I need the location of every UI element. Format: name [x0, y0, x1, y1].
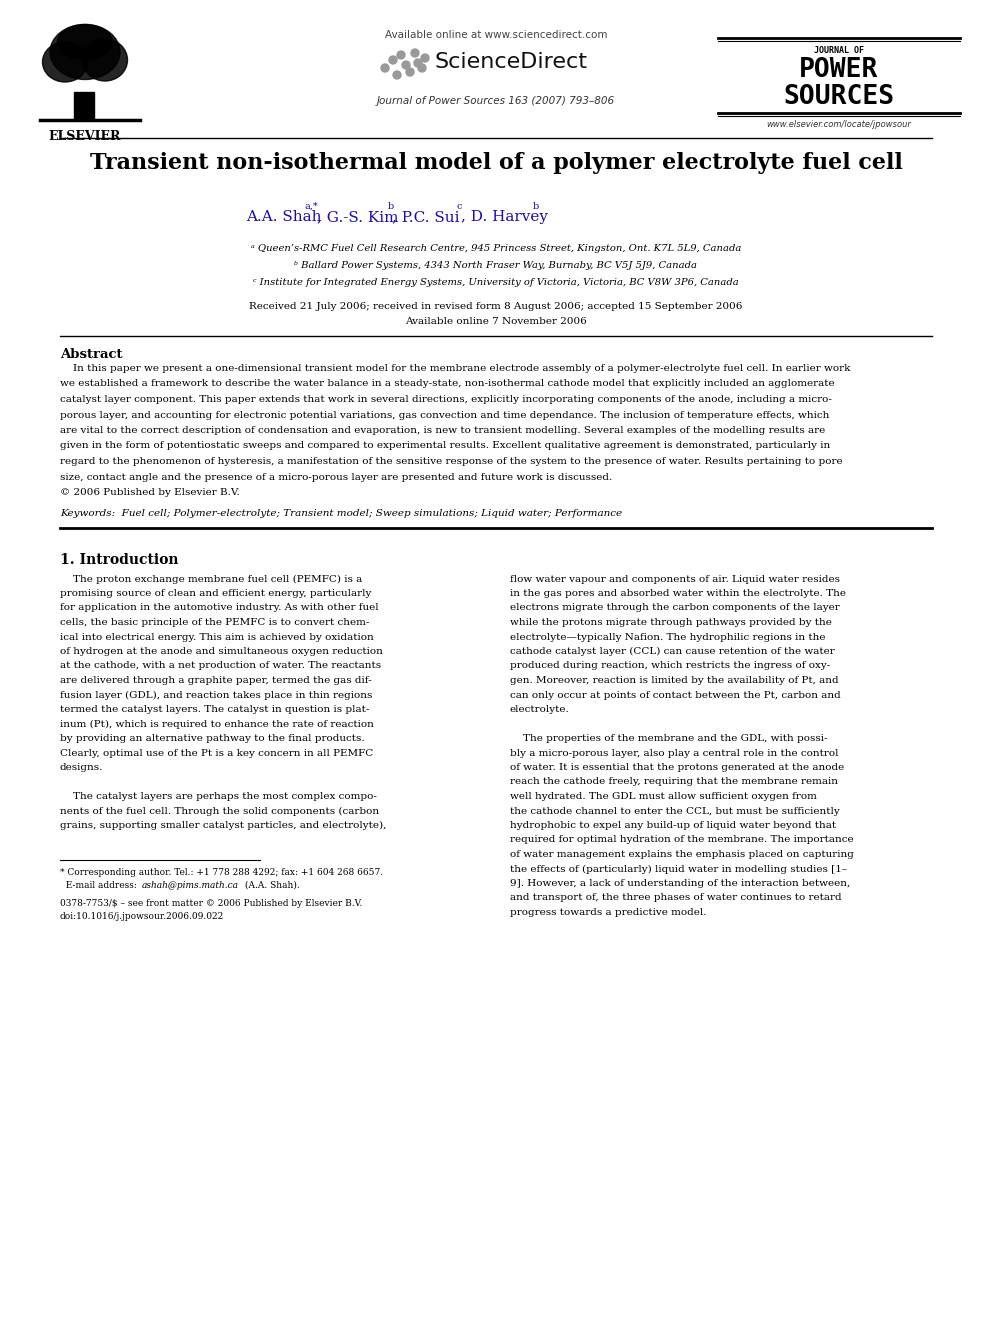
Text: Keywords:  Fuel cell; Polymer-electrolyte; Transient model; Sweep simulations; L: Keywords: Fuel cell; Polymer-electrolyte… [60, 509, 622, 519]
Text: b: b [533, 202, 539, 210]
Text: electrolyte—typically Nafion. The hydrophilic regions in the: electrolyte—typically Nafion. The hydrop… [510, 632, 825, 642]
Text: , D. Harvey: , D. Harvey [461, 210, 548, 224]
Text: required for optimal hydration of the membrane. The importance: required for optimal hydration of the me… [510, 836, 854, 844]
Text: The catalyst layers are perhaps the most complex compo-: The catalyst layers are perhaps the most… [60, 792, 377, 800]
Text: of water. It is essential that the protons generated at the anode: of water. It is essential that the proto… [510, 763, 844, 773]
Text: the effects of (particularly) liquid water in modelling studies [1–: the effects of (particularly) liquid wat… [510, 864, 847, 873]
Circle shape [389, 56, 397, 64]
Ellipse shape [58, 25, 112, 60]
Text: for application in the automotive industry. As with other fuel: for application in the automotive indust… [60, 603, 379, 613]
Circle shape [397, 52, 405, 60]
Text: Transient non-isothermal model of a polymer electrolyte fuel cell: Transient non-isothermal model of a poly… [89, 152, 903, 175]
Text: Journal of Power Sources 163 (2007) 793–806: Journal of Power Sources 163 (2007) 793–… [377, 97, 615, 106]
Text: are vital to the correct description of condensation and evaporation, is new to : are vital to the correct description of … [60, 426, 825, 435]
Text: given in the form of potentiostatic sweeps and compared to experimental results.: given in the form of potentiostatic swee… [60, 442, 830, 451]
Text: electrons migrate through the carbon components of the layer: electrons migrate through the carbon com… [510, 603, 840, 613]
Text: , G.-S. Kim: , G.-S. Kim [316, 210, 398, 224]
Circle shape [418, 64, 426, 71]
Text: in the gas pores and absorbed water within the electrolyte. The: in the gas pores and absorbed water with… [510, 589, 846, 598]
Text: * Corresponding author. Tel.: +1 778 288 4292; fax: +1 604 268 6657.: * Corresponding author. Tel.: +1 778 288… [60, 868, 383, 877]
Text: Abstract: Abstract [60, 348, 122, 361]
Text: cathode catalyst layer (CCL) can cause retention of the water: cathode catalyst layer (CCL) can cause r… [510, 647, 834, 656]
Text: 9]. However, a lack of understanding of the interaction between,: 9]. However, a lack of understanding of … [510, 878, 850, 888]
Text: SOURCES: SOURCES [784, 83, 895, 110]
Text: gen. Moreover, reaction is limited by the availability of Pt, and: gen. Moreover, reaction is limited by th… [510, 676, 838, 685]
Text: 0378-7753/$ – see front matter © 2006 Published by Elsevier B.V.: 0378-7753/$ – see front matter © 2006 Pu… [60, 900, 362, 908]
Text: E-mail address:: E-mail address: [60, 881, 140, 890]
Ellipse shape [50, 25, 120, 79]
Text: JOURNAL OF: JOURNAL OF [814, 46, 864, 56]
Text: reach the cathode freely, requiring that the membrane remain: reach the cathode freely, requiring that… [510, 778, 838, 786]
Text: while the protons migrate through pathways provided by the: while the protons migrate through pathwa… [510, 618, 832, 627]
Text: we established a framework to describe the water balance in a steady-state, non-: we established a framework to describe t… [60, 380, 834, 389]
Text: The proton exchange membrane fuel cell (PEMFC) is a: The proton exchange membrane fuel cell (… [60, 574, 362, 583]
Circle shape [393, 71, 401, 79]
Text: A.A. Shah: A.A. Shah [246, 210, 321, 224]
Text: a,*: a,* [305, 202, 318, 210]
Text: at the cathode, with a net production of water. The reactants: at the cathode, with a net production of… [60, 662, 381, 671]
Text: promising source of clean and efficient energy, particularly: promising source of clean and efficient … [60, 589, 371, 598]
Text: the cathode channel to enter the CCL, but must be sufficiently: the cathode channel to enter the CCL, bu… [510, 807, 840, 815]
Text: electrolyte.: electrolyte. [510, 705, 569, 714]
Text: flow water vapour and components of air. Liquid water resides: flow water vapour and components of air.… [510, 574, 840, 583]
Text: well hydrated. The GDL must allow sufficient oxygen from: well hydrated. The GDL must allow suffic… [510, 792, 816, 800]
Circle shape [414, 60, 422, 67]
Text: nents of the fuel cell. Through the solid components (carbon: nents of the fuel cell. Through the soli… [60, 807, 379, 815]
Text: catalyst layer component. This paper extends that work in several directions, ex: catalyst layer component. This paper ext… [60, 396, 832, 404]
Text: hydrophobic to expel any build-up of liquid water beyond that: hydrophobic to expel any build-up of liq… [510, 822, 836, 830]
Text: 1. Introduction: 1. Introduction [60, 553, 179, 566]
Text: can only occur at points of contact between the Pt, carbon and: can only occur at points of contact betw… [510, 691, 841, 700]
Text: ᵇ Ballard Power Systems, 4343 North Fraser Way, Burnaby, BC V5J 5J9, Canada: ᵇ Ballard Power Systems, 4343 North Fras… [295, 261, 697, 270]
Text: by providing an alternative pathway to the final products.: by providing an alternative pathway to t… [60, 734, 365, 744]
Ellipse shape [43, 42, 87, 82]
Text: doi:10.1016/j.jpowsour.2006.09.022: doi:10.1016/j.jpowsour.2006.09.022 [60, 912, 224, 921]
Text: designs.: designs. [60, 763, 103, 773]
Text: ELSEVIER: ELSEVIER [49, 130, 121, 143]
Text: (A.A. Shah).: (A.A. Shah). [242, 881, 300, 890]
Circle shape [411, 49, 419, 57]
Text: © 2006 Published by Elsevier B.V.: © 2006 Published by Elsevier B.V. [60, 488, 240, 497]
Text: grains, supporting smaller catalyst particles, and electrolyte),: grains, supporting smaller catalyst part… [60, 822, 386, 830]
Text: regard to the phenomenon of hysteresis, a manifestation of the sensitive respons: regard to the phenomenon of hysteresis, … [60, 456, 842, 466]
Text: ScienceDirect: ScienceDirect [435, 52, 588, 71]
Text: fusion layer (GDL), and reaction takes place in thin regions: fusion layer (GDL), and reaction takes p… [60, 691, 372, 700]
Bar [74, 93, 94, 120]
Text: porous layer, and accounting for electronic potential variations, gas convection: porous layer, and accounting for electro… [60, 410, 829, 419]
Text: progress towards a predictive model.: progress towards a predictive model. [510, 908, 706, 917]
Circle shape [406, 67, 414, 75]
Circle shape [421, 54, 429, 62]
Text: ashah@pims.math.ca: ashah@pims.math.ca [142, 881, 239, 890]
Text: Available online 7 November 2006: Available online 7 November 2006 [405, 318, 587, 325]
Text: c: c [457, 202, 462, 210]
Text: ical into electrical energy. This aim is achieved by oxidation: ical into electrical energy. This aim is… [60, 632, 374, 642]
Text: are delivered through a graphite paper, termed the gas dif-: are delivered through a graphite paper, … [60, 676, 372, 685]
Text: bly a micro-porous layer, also play a central role in the control: bly a micro-porous layer, also play a ce… [510, 749, 838, 758]
Ellipse shape [82, 38, 128, 81]
Text: In this paper we present a one-dimensional transient model for the membrane elec: In this paper we present a one-dimension… [60, 364, 850, 373]
Text: Clearly, optimal use of the Pt is a key concern in all PEMFC: Clearly, optimal use of the Pt is a key … [60, 749, 373, 758]
Text: and transport of, the three phases of water continues to retard: and transport of, the three phases of wa… [510, 893, 841, 902]
Text: inum (Pt), which is required to enhance the rate of reaction: inum (Pt), which is required to enhance … [60, 720, 374, 729]
Text: size, contact angle and the presence of a micro-porous layer are presented and f: size, contact angle and the presence of … [60, 472, 612, 482]
Text: produced during reaction, which restricts the ingress of oxy-: produced during reaction, which restrict… [510, 662, 830, 671]
Text: termed the catalyst layers. The catalyst in question is plat-: termed the catalyst layers. The catalyst… [60, 705, 369, 714]
Text: of hydrogen at the anode and simultaneous oxygen reduction: of hydrogen at the anode and simultaneou… [60, 647, 383, 656]
Circle shape [402, 61, 410, 69]
Text: , P.C. Sui: , P.C. Sui [392, 210, 459, 224]
Text: b: b [388, 202, 394, 210]
Text: www.elsevier.com/locate/jpowsour: www.elsevier.com/locate/jpowsour [767, 120, 912, 130]
Text: Available online at www.sciencedirect.com: Available online at www.sciencedirect.co… [385, 30, 607, 40]
Text: POWER: POWER [800, 57, 879, 83]
Text: The properties of the membrane and the GDL, with possi-: The properties of the membrane and the G… [510, 734, 827, 744]
Text: of water management explains the emphasis placed on capturing: of water management explains the emphasi… [510, 849, 854, 859]
Text: ᶜ Institute for Integrated Energy Systems, University of Victoria, Victoria, BC : ᶜ Institute for Integrated Energy System… [253, 278, 739, 287]
Circle shape [381, 64, 389, 71]
Text: ᵃ Queen’s-RMC Fuel Cell Research Centre, 945 Princess Street, Kingston, Ont. K7L: ᵃ Queen’s-RMC Fuel Cell Research Centre,… [251, 243, 741, 253]
Text: Received 21 July 2006; received in revised form 8 August 2006; accepted 15 Septe: Received 21 July 2006; received in revis… [249, 302, 743, 311]
Text: cells, the basic principle of the PEMFC is to convert chem-: cells, the basic principle of the PEMFC … [60, 618, 369, 627]
